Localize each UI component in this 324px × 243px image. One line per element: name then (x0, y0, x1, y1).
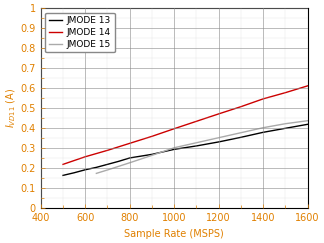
JMODE 13 (284, 127, 287, 130)
Line: JMODE 13: JMODE 13 (63, 124, 307, 175)
JMODE 13 (72, 171, 76, 174)
JMODE 14 (172, 127, 176, 130)
Line: JMODE 14: JMODE 14 (63, 86, 307, 164)
JMODE 14 (217, 113, 221, 115)
JMODE 15 (106, 168, 110, 171)
JMODE 14 (261, 97, 265, 100)
JMODE 15 (239, 131, 243, 134)
JMODE 13 (172, 148, 176, 151)
JMODE 14 (61, 163, 65, 166)
JMODE 15 (150, 154, 154, 157)
JMODE 15 (117, 165, 121, 168)
JMODE 13 (194, 145, 198, 148)
JMODE 14 (128, 142, 132, 145)
JMODE 13 (83, 168, 87, 171)
JMODE 13 (61, 174, 65, 177)
JMODE 15 (217, 136, 221, 139)
JMODE 13 (117, 160, 121, 163)
JMODE 14 (239, 105, 243, 108)
JMODE 15 (172, 146, 176, 149)
JMODE 14 (83, 155, 87, 158)
Y-axis label: $I_{VD11}$ (A): $I_{VD11}$ (A) (4, 88, 18, 129)
JMODE 15 (306, 119, 309, 122)
Line: JMODE 15: JMODE 15 (96, 121, 307, 173)
JMODE 14 (306, 84, 309, 87)
JMODE 13 (306, 123, 309, 126)
JMODE 14 (106, 149, 110, 152)
JMODE 15 (194, 141, 198, 144)
Legend: JMODE 13, JMODE 14, JMODE 15: JMODE 13, JMODE 14, JMODE 15 (45, 13, 115, 52)
JMODE 13 (94, 166, 98, 169)
JMODE 13 (261, 131, 265, 134)
JMODE 13 (217, 140, 221, 143)
JMODE 13 (150, 153, 154, 156)
JMODE 13 (128, 156, 132, 159)
JMODE 15 (261, 126, 265, 129)
JMODE 15 (284, 122, 287, 125)
X-axis label: Sample Rate (MSPS): Sample Rate (MSPS) (124, 229, 224, 239)
JMODE 14 (194, 120, 198, 123)
JMODE 15 (94, 172, 98, 175)
JMODE 15 (128, 161, 132, 164)
JMODE 14 (284, 91, 287, 94)
JMODE 14 (150, 135, 154, 138)
JMODE 13 (239, 136, 243, 139)
JMODE 13 (106, 163, 110, 166)
